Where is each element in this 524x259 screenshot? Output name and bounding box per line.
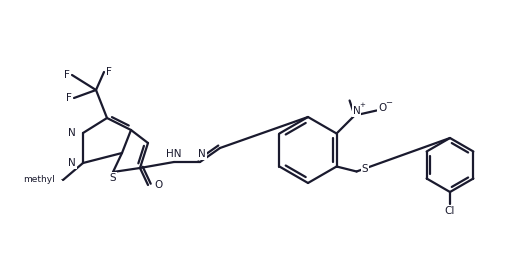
Text: Cl: Cl [445,206,455,216]
Text: N: N [68,128,76,138]
Text: N: N [198,149,206,159]
Text: F: F [64,70,70,80]
Text: HN: HN [166,149,182,159]
Text: N: N [353,105,361,116]
Text: N: N [68,158,76,168]
Text: O: O [154,180,162,190]
Text: methyl: methyl [61,179,66,180]
Text: +: + [359,102,366,107]
Text: S: S [110,173,116,183]
Text: O: O [378,103,387,112]
Text: F: F [106,67,112,77]
Text: −: − [385,98,392,107]
Text: S: S [362,163,368,174]
Text: F: F [66,93,72,103]
Text: methyl: methyl [23,176,55,184]
